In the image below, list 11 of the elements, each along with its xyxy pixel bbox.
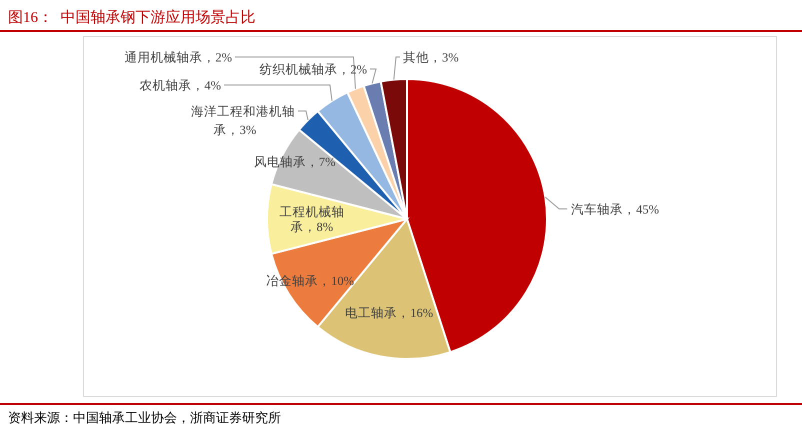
slice-label: 通用机械轴承，2% [124,50,232,64]
text: 资料来源：中国轴承工业协会，浙商证券研究所 [8,409,281,427]
slice-label: 汽车轴承，45% [571,202,660,216]
slice-label: 农机轴承，4% [139,78,221,92]
slice-label: 电工轴承，16% [345,306,434,320]
slice-label: 风电轴承，7% [254,155,336,170]
slice-label: 工程机械轴承，8% [279,204,344,234]
chart-title: 图16： 中国轴承钢下游应用场景占比 [8,8,256,27]
slice-label: 纺织机械轴承，2% [259,62,367,76]
slice-label: 其他，3% [403,50,459,64]
slice-label: 海洋工程和港机轴承，3% [191,104,295,138]
